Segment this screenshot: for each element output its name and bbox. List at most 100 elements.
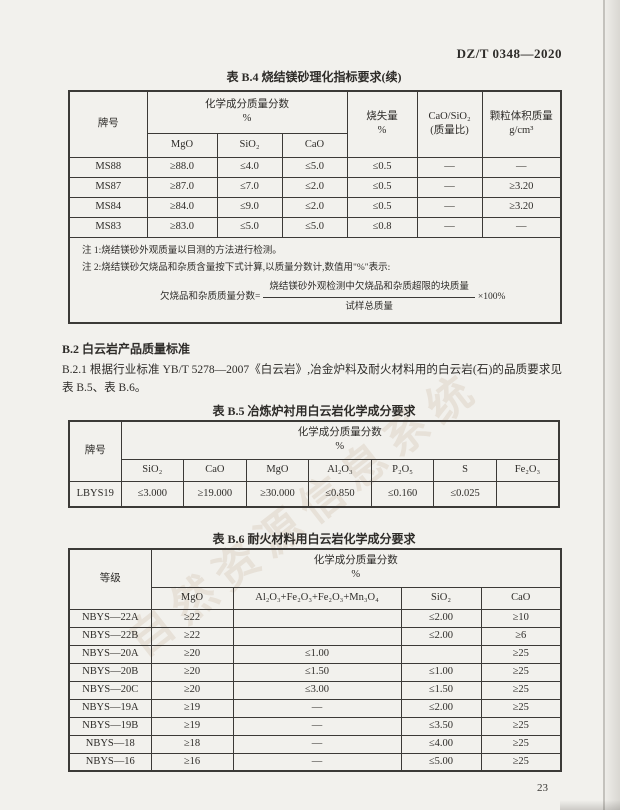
b6-col-mgo: MgO [150, 586, 234, 610]
table-b5-title: 表 B.5 冶炼炉衬用白云岩化学成分要求 [212, 404, 416, 418]
b4-header-chem-unit: % [242, 113, 252, 125]
b4-cell: — [416, 176, 483, 198]
b4-note-1: 注 1:烧结镁砂外观质量以目测的方法进行检测。 [82, 245, 282, 256]
b5-cell: ≤0.850 [308, 480, 372, 508]
table-row: NBYS—20A ≥20 ≤1.00 ≥25 [68, 644, 562, 664]
b4-cell: ≥87.0 [146, 176, 218, 198]
b6-header-chem: 化学成分质量分数 % [150, 548, 562, 588]
b4-header-loi: 烧失量 % [346, 90, 418, 158]
b4-header-loi-label: 烧失量 [366, 111, 398, 123]
b6-grade: NBYS—20B [68, 662, 152, 682]
b4-note-2: 注 2:烧结镁砂欠烧品和杂质含量按下式计算,以质量分数计,数值用"%"表示: [82, 262, 391, 273]
b6-grade: NBYS—16 [68, 752, 152, 772]
b6-cell: ≤1.50 [400, 680, 482, 700]
table-row: NBYS—22A ≥22 ≤2.00 ≥10 [68, 608, 562, 628]
table-row: NBYS—22B ≥22 ≤2.00 ≥6 [68, 626, 562, 646]
b5-header-grade: 牌号 [68, 420, 122, 482]
b4-cell: ≥3.20 [481, 196, 562, 218]
b4-grade: MS83 [68, 216, 148, 238]
b4-cell: ≤0.5 [346, 156, 418, 178]
formula-suffix: ×100% [477, 291, 506, 302]
b5-col-mgo: MgO [245, 458, 310, 482]
table-row: MS84 ≥84.0 ≤9.0 ≤2.0 ≤0.5 — ≥3.20 [68, 196, 562, 218]
b6-cell: ≥19 [150, 698, 234, 718]
b6-cell: — [232, 698, 402, 718]
b5-header-chem-unit: % [335, 441, 345, 453]
b5-col-s: S [433, 458, 497, 482]
b6-cell: ≤1.00 [232, 644, 402, 664]
section-b2-paragraph: B.2.1 根据行业标准 YB/T 5278—2007《白云岩》,冶金炉料及耐火… [62, 364, 562, 395]
b4-cell: ≥3.20 [481, 176, 562, 198]
b6-cell: ≥16 [150, 752, 234, 772]
b4-cell: — [481, 216, 562, 238]
formula-lhs: 欠烧品和杂质质量分数= [160, 291, 261, 302]
table-row: NBYS—16 ≥16 — ≤5.00 ≥25 [68, 752, 562, 772]
b4-cell: — [416, 196, 483, 218]
b4-grade: MS88 [68, 156, 148, 178]
b4-cell: — [416, 216, 483, 238]
b4-grade: MS87 [68, 176, 148, 198]
b4-header-ratio: CaO/SiO₂ (质量比) [416, 90, 483, 158]
b6-header-grade: 等级 [68, 548, 152, 610]
b6-grade: NBYS—20A [68, 644, 152, 664]
b5-grade: LBYS19 [68, 480, 122, 508]
b4-header-ratio-label: CaO/SiO₂ [428, 111, 471, 123]
table-row: MS83 ≥83.0 ≤5.0 ≤5.0 ≤0.8 — — [68, 216, 562, 238]
table-row: NBYS—20C ≥20 ≤3.00 ≤1.50 ≥25 [68, 680, 562, 700]
b4-cell: — [416, 156, 483, 178]
b4-cell: ≤0.8 [346, 216, 418, 238]
b4-cell: ≤4.0 [216, 156, 283, 178]
b6-cell: ≥25 [480, 734, 562, 754]
b6-cell: ≥25 [480, 698, 562, 718]
b6-header-chem-unit: % [351, 569, 361, 581]
b4-subheader-sio2: SiO₂ [216, 132, 283, 158]
scan-edge-shading [604, 0, 620, 810]
b4-cell: ≥83.0 [146, 216, 218, 238]
b6-grade: NBYS—22B [68, 626, 152, 646]
b6-grade: NBYS—19B [68, 716, 152, 736]
b4-formula: 欠烧品和杂质质量分数= 烧结镁砂外观检测中欠烧品和杂质超限的块质量 试样总质量 … [160, 279, 550, 316]
b6-cell: ≥18 [150, 734, 234, 754]
b6-cell: ≤5.00 [400, 752, 482, 772]
b4-grade: MS84 [68, 196, 148, 218]
table-b4-title: 表 B.4 烧结镁砂理化指标要求(续) [226, 70, 402, 84]
table-row: LBYS19 ≤3.000 ≥19.000 ≥30.000 ≤0.850 ≤0.… [68, 480, 559, 508]
table-row: NBYS—18 ≥18 — ≤4.00 ≥25 [68, 734, 562, 754]
b6-col-sio2: SiO₂ [400, 586, 482, 610]
b6-cell: ≤3.00 [232, 680, 402, 700]
b4-cell: — [481, 156, 562, 178]
b4-subheader-mgo: MgO [146, 132, 218, 158]
b6-cell: ≥10 [480, 608, 562, 628]
b5-cell: ≤0.025 [433, 480, 497, 508]
b6-grade: NBYS—22A [68, 608, 152, 628]
b5-col-cao: CaO [183, 458, 247, 482]
b6-cell: ≥22 [150, 626, 234, 646]
b4-header-ratio-note: (质量比) [430, 125, 469, 137]
b4-cell: ≤5.0 [281, 156, 348, 178]
b4-cell: ≤0.5 [346, 196, 418, 218]
b4-header-loi-unit: % [377, 125, 387, 137]
b6-cell: ≤1.00 [400, 662, 482, 682]
table-b6: 等级 化学成分质量分数 % MgO Al₂O₃+Fe₂O₃+Fe₂O₃+Mn₃O… [68, 548, 562, 772]
b5-col-p2o5: P₂O₅ [370, 458, 435, 482]
b6-cell: ≥25 [480, 752, 562, 772]
b6-cell: ≥25 [480, 680, 562, 700]
b4-cell: ≤0.5 [346, 176, 418, 198]
scan-bottom-shadow [560, 800, 620, 810]
b6-cell [400, 644, 482, 664]
b6-cell: ≤1.50 [232, 662, 402, 682]
table-b5: 牌号 化学成分质量分数 % SiO₂ CaO MgO Al₂O₃ P₂O₅ S … [68, 420, 560, 508]
b6-cell: — [232, 752, 402, 772]
table-b4: 牌号 化学成分质量分数 % 烧失量 % CaO/SiO₂ (质量比) 颗粒体积质… [68, 90, 563, 324]
b6-cell: ≥20 [150, 662, 234, 682]
b5-cell: ≥19.000 [183, 480, 247, 508]
b4-cell: ≥84.0 [146, 196, 218, 218]
b6-cell: ≤2.00 [400, 608, 482, 628]
b6-cell: ≥19 [150, 716, 234, 736]
b5-cell: ≤0.160 [370, 480, 435, 508]
b4-notes: 注 1:烧结镁砂外观质量以目测的方法进行检测。 注 2:烧结镁砂欠烧品和杂质含量… [68, 236, 562, 324]
table-row: MS88 ≥88.0 ≤4.0 ≤5.0 ≤0.5 — — [68, 156, 562, 178]
b6-cell: ≥25 [480, 716, 562, 736]
b4-subheader-cao: CaO [281, 132, 348, 158]
